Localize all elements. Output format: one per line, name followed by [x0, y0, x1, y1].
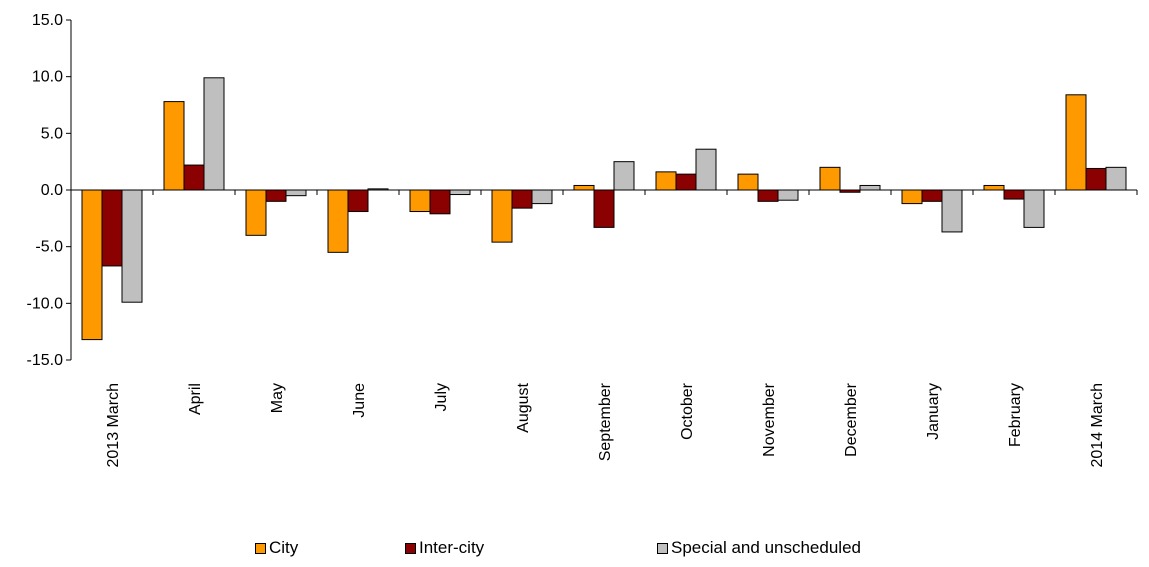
bar-special-and-unscheduled	[367, 188, 389, 191]
bar-special-and-unscheduled	[941, 189, 963, 233]
bar-city	[491, 189, 513, 243]
x-tick-label: January	[925, 383, 942, 440]
legend-label-special-and-unscheduled: Special and unscheduled	[671, 538, 861, 557]
bar-special-and-unscheduled	[449, 189, 471, 196]
bar-inter-city	[593, 189, 615, 228]
tick-labels: -15.0 -10.0 -5.0 0.0 5.0 10.0 15.0 2013 March Ap…	[27, 12, 1106, 468]
bar-inter-city	[839, 189, 861, 193]
legend-label-inter-city: Inter-city	[419, 538, 485, 557]
bar-inter-city	[1085, 167, 1107, 191]
x-tick-label: February	[1007, 383, 1024, 447]
bar-city	[327, 189, 349, 253]
bar-inter-city	[347, 189, 369, 213]
bar-city	[573, 184, 595, 191]
legend-item-city: City	[255, 538, 298, 558]
bar-special-and-unscheduled	[531, 189, 553, 205]
bar-inter-city	[101, 189, 123, 267]
x-tick-label: 2013 March	[105, 383, 122, 468]
bar-special-and-unscheduled	[613, 161, 635, 191]
y-tick-label: -5.0	[35, 239, 63, 256]
legend-swatch-city	[255, 542, 266, 554]
bar-city	[983, 184, 1005, 191]
x-tick-label: November	[761, 382, 778, 456]
y-tick-label: -10.0	[27, 295, 64, 312]
legend-swatch-special-and-unscheduled	[657, 542, 668, 554]
bar-city	[1065, 94, 1087, 191]
bar-city	[819, 166, 841, 191]
bar-inter-city	[1003, 189, 1025, 200]
x-tick-label: December	[843, 382, 860, 456]
bars	[81, 77, 1127, 341]
bar-special-and-unscheduled	[695, 148, 717, 191]
x-tick-label: 2014 March	[1089, 383, 1106, 468]
bar-special-and-unscheduled	[1105, 166, 1127, 191]
x-tick-label: April	[187, 383, 204, 415]
bar-inter-city	[511, 189, 533, 209]
legend-label-city: City	[269, 538, 299, 557]
bar-city	[81, 189, 103, 341]
y-tick-label: 0.0	[41, 182, 63, 199]
bar-special-and-unscheduled	[1023, 189, 1045, 228]
bar-special-and-unscheduled	[859, 184, 881, 191]
legend-item-special-and-unscheduled: Special and unscheduled	[657, 538, 861, 558]
x-tick-label: September	[597, 382, 614, 461]
y-tick-label: 15.0	[32, 12, 63, 29]
x-tick-label: June	[351, 383, 368, 418]
bar-inter-city	[265, 189, 287, 202]
bar-inter-city	[675, 173, 697, 191]
bar-inter-city	[183, 164, 205, 191]
bar-inter-city	[429, 189, 451, 215]
x-tick-label: July	[433, 383, 450, 411]
bar-special-and-unscheduled	[777, 189, 799, 201]
bar-special-and-unscheduled	[121, 189, 143, 303]
bar-city	[737, 173, 759, 191]
bar-special-and-unscheduled	[203, 77, 225, 191]
legend-swatch-inter-city	[405, 542, 416, 554]
bar-city	[655, 171, 677, 191]
x-tick-label: August	[515, 382, 532, 432]
bar-inter-city	[757, 189, 779, 202]
y-tick-label: 5.0	[41, 125, 63, 142]
bar-city	[409, 189, 431, 213]
bar-city	[901, 189, 923, 205]
bar-city	[245, 189, 267, 236]
legend-item-inter-city: Inter-city	[405, 538, 484, 558]
x-tick-label: October	[679, 382, 696, 440]
y-tick-label: 10.0	[32, 69, 63, 86]
legend: City Inter-city Special and unscheduled	[0, 538, 1149, 562]
bar-inter-city	[921, 189, 943, 202]
bar-special-and-unscheduled	[285, 189, 307, 197]
y-tick-label: -15.0	[27, 352, 64, 369]
bar-city	[163, 101, 185, 191]
x-tick-label: May	[269, 383, 286, 413]
